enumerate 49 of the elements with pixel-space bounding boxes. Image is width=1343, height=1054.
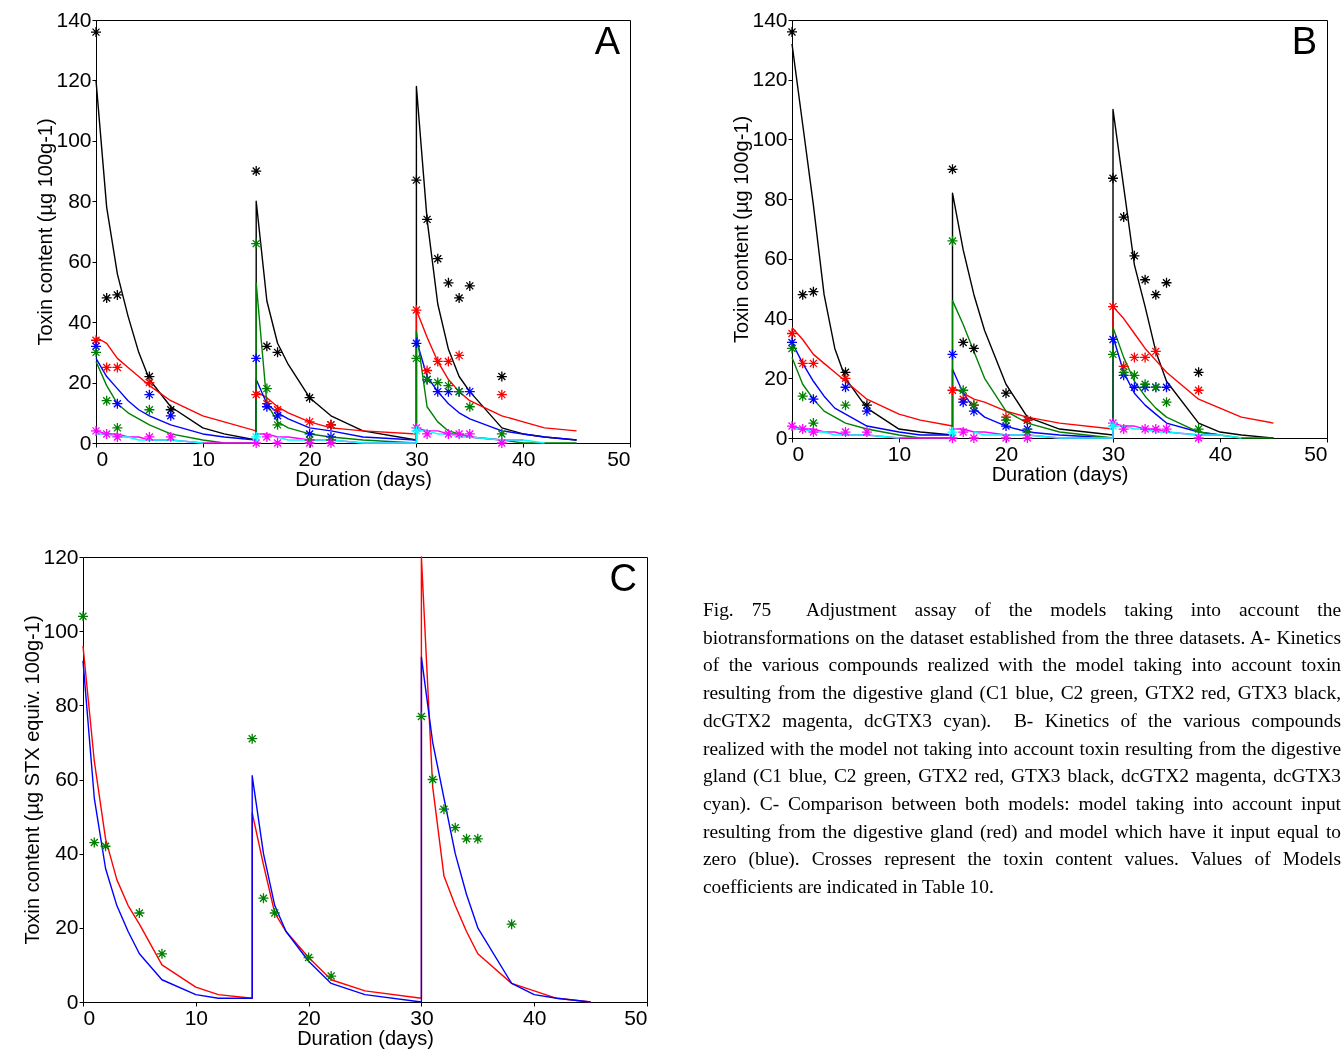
y-axis-title: Toxin content (µg 100g-1) xyxy=(34,118,57,346)
y-tick-label: 60 xyxy=(55,767,79,790)
x-tick-label: 0 xyxy=(792,441,805,465)
y-axis-title: Toxin content (µg 100g-1) xyxy=(730,115,753,344)
x-tick-label: 40 xyxy=(1208,441,1233,465)
x-tick-label: 50 xyxy=(624,1005,648,1029)
y-tick-label: 60 xyxy=(68,249,92,273)
x-tick-label: 20 xyxy=(994,441,1019,465)
y-tick-label: 80 xyxy=(55,692,79,716)
y-tick-label: 140 xyxy=(752,7,788,31)
y-axis-title: Toxin content (µg STX equiv. 100g-1) xyxy=(21,615,44,945)
text: Fig. 75 Adjustment assay of the models taking into account the biotransformations on the dataset established from the three datasets. A- Kinetics of the various compounds realized with the model taking into account toxin resulting from the digestive gland (C1 blue, C2 green, GTX2 red, GTX3 black, dcGTX2 magenta, dcGTX3 cyan). B- Kinetics of the various compounds realized with the model not taking into account toxin resulting from the digestive gland (C1 blue, C2 green, GTX2 red, GTX3 black, dcGTX2 magenta, dcGTX3 cyan). C- Comparison between both models: model taking into account input resulting from the digestive gland (red) and model which have it input equal to zero (blue). Crosses represent the toxin content values. Values of Models coefficients are indicated in Table 10. xyxy=(703,599,1341,898)
y-tick-label: 0 xyxy=(66,989,79,1013)
annotation: B xyxy=(1291,20,1317,62)
y-tick-label: 20 xyxy=(55,915,79,939)
x-tick-label: 0 xyxy=(96,446,109,470)
y-tick-label: 120 xyxy=(56,67,92,91)
y-tick-label: 100 xyxy=(43,618,79,642)
x-tick-label: 50 xyxy=(1304,441,1328,465)
y-tick-label: 120 xyxy=(43,544,79,568)
y-tick-label: 80 xyxy=(68,188,92,212)
y-tick-label: 20 xyxy=(68,370,92,394)
x-tick-label: 30 xyxy=(1101,441,1126,465)
x-tick-label: 20 xyxy=(298,446,322,470)
x-tick-label: 50 xyxy=(607,446,631,470)
x-tick-label: 40 xyxy=(512,446,536,470)
annotation: C xyxy=(609,557,637,599)
y-tick-label: 120 xyxy=(752,67,788,91)
y-tick-label: 40 xyxy=(764,306,788,330)
y-tick-label: 0 xyxy=(775,425,788,449)
y-tick-label: 40 xyxy=(68,309,92,333)
x-tick-label: 10 xyxy=(887,441,912,465)
annotation: A xyxy=(594,20,621,62)
x-axis-title: Duration (days) xyxy=(991,462,1129,485)
y-tick-label: 100 xyxy=(752,126,788,150)
x-tick-label: 10 xyxy=(184,1005,208,1029)
x-tick-label: 20 xyxy=(297,1005,321,1029)
x-tick-label: 30 xyxy=(405,446,429,470)
y-tick-label: 140 xyxy=(56,7,92,31)
y-tick-label: 20 xyxy=(764,365,788,389)
y-tick-label: 60 xyxy=(764,246,788,270)
y-tick-label: 100 xyxy=(56,128,92,152)
x-axis-title: Duration (days) xyxy=(297,1026,434,1049)
y-tick-label: 80 xyxy=(764,186,788,210)
x-axis-title: Duration (days) xyxy=(295,467,432,490)
y-tick-label: 40 xyxy=(55,841,79,865)
x-tick-label: 30 xyxy=(410,1005,434,1029)
x-tick-label: 10 xyxy=(191,446,215,470)
x-tick-label: 40 xyxy=(523,1005,547,1029)
